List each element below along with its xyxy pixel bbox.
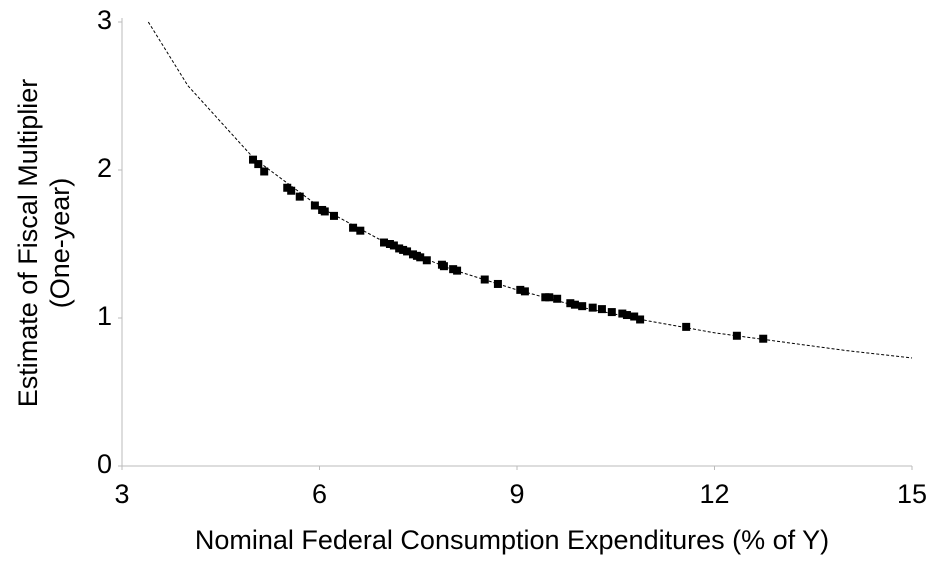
trend-line xyxy=(147,21,913,359)
scatter-point xyxy=(545,293,554,302)
scatter-point xyxy=(380,238,389,247)
y-axis-label: Estimate of Fiscal Multiplier xyxy=(13,79,43,408)
y-axis-label-group: Estimate of Fiscal Multiplier (One-year) xyxy=(13,79,75,408)
x-axis-label: Nominal Federal Consumption Expenditures… xyxy=(195,525,829,555)
scatter-point xyxy=(329,211,338,220)
scatter-point xyxy=(597,305,606,314)
scatter-point xyxy=(349,223,358,232)
scatter-point xyxy=(254,160,263,169)
x-tick-label: 9 xyxy=(509,479,524,509)
scatter-point xyxy=(570,300,579,309)
scatter-point xyxy=(618,309,627,318)
y-tick-label: 2 xyxy=(97,153,112,183)
scatter-point xyxy=(622,311,631,320)
x-tick-label: 15 xyxy=(897,479,927,509)
x-tick-label: 3 xyxy=(114,479,129,509)
y-tick-label: 1 xyxy=(97,301,112,331)
scatter-point xyxy=(566,299,575,308)
scatter-point xyxy=(607,308,616,317)
scatter-point xyxy=(516,285,525,294)
scatter-point xyxy=(287,186,296,195)
scatter-point xyxy=(295,192,304,201)
scatter-point xyxy=(588,303,597,312)
scatter-point xyxy=(578,302,587,311)
scatter-point xyxy=(389,241,398,250)
scatter-point xyxy=(520,287,529,296)
scatter-point xyxy=(260,167,269,176)
y-axis-label: (One-year) xyxy=(45,178,75,309)
scatter-point xyxy=(732,331,741,340)
scatter-point xyxy=(416,253,425,262)
y-tick-label: 0 xyxy=(97,449,112,479)
x-tick-label: 6 xyxy=(312,479,327,509)
scatter-point xyxy=(249,155,258,164)
scatter-point xyxy=(422,256,431,265)
scatter-point xyxy=(320,207,329,216)
scatter-point xyxy=(493,279,502,288)
y-tick-label: 3 xyxy=(97,5,112,35)
scatter-point xyxy=(682,322,691,331)
scatter-point xyxy=(356,226,365,235)
scatter-point xyxy=(403,247,412,256)
scatter-point xyxy=(759,334,768,343)
scatter-point xyxy=(630,312,639,321)
scatter-point xyxy=(310,201,319,210)
x-tick-label: 12 xyxy=(699,479,729,509)
scatter-point xyxy=(553,294,562,303)
